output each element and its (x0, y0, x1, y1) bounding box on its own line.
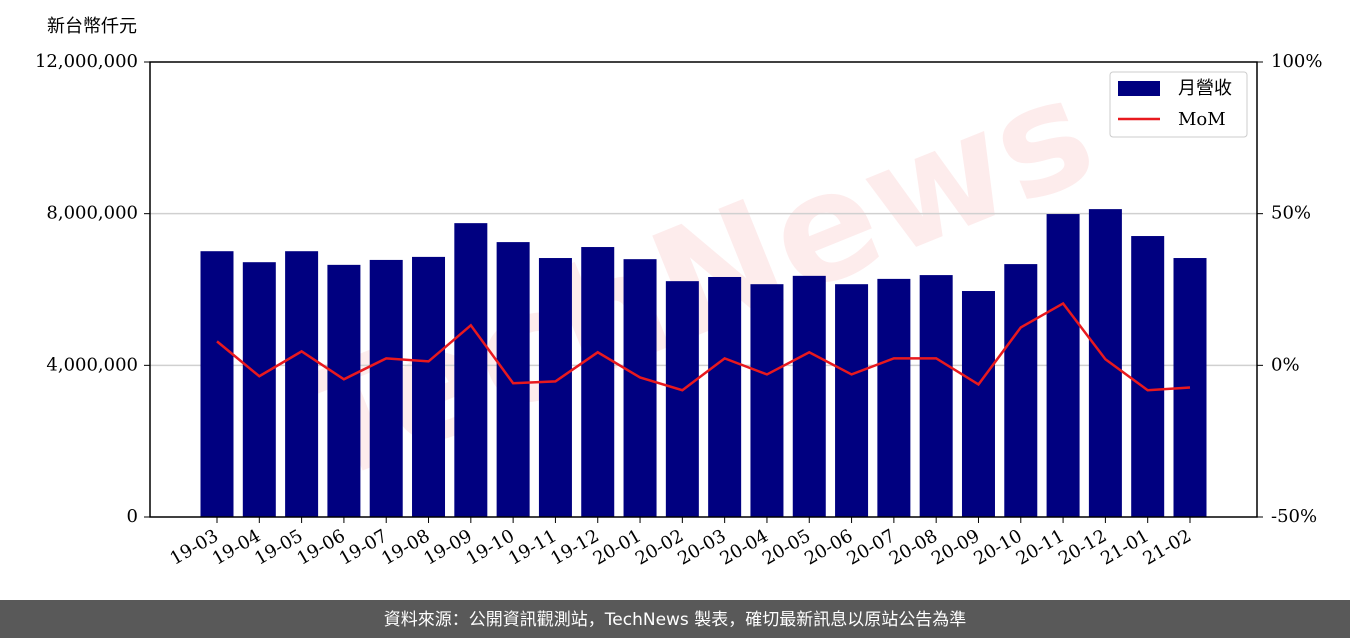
bar (665, 281, 699, 517)
bar (835, 284, 869, 517)
mom-line (216, 301, 1191, 392)
plot-frame (149, 61, 1258, 518)
bar (1046, 214, 1080, 517)
legend-label: MoM (1178, 109, 1226, 130)
footer-bar (0, 600, 1350, 638)
bar (877, 278, 911, 517)
bar (1088, 209, 1122, 517)
x-tick-label: 21-02 (1140, 525, 1195, 569)
y-tick-label: 12,000,000 (35, 51, 138, 72)
bar (327, 264, 361, 517)
bar (581, 247, 615, 518)
bar (792, 275, 826, 517)
bar (242, 262, 276, 517)
bar (454, 223, 488, 518)
bar (1131, 236, 1165, 517)
y2-tick-label: 50% (1271, 203, 1311, 224)
y2-tick-label: 100% (1271, 51, 1322, 72)
bar (285, 251, 319, 517)
bar (496, 242, 530, 517)
bar (1004, 264, 1038, 517)
y2-tick-label: -50% (1271, 506, 1317, 527)
bar (623, 259, 657, 517)
y-axis-label: 新台幣仟元 (47, 16, 137, 37)
footer: 資料來源：公開資訊觀測站，TechNews 製表，確切最新訊息以原站公告為準 (384, 610, 966, 630)
y-tick-label: 4,000,000 (46, 354, 138, 375)
bar (538, 258, 572, 517)
legend-label: 月營收 (1178, 78, 1232, 99)
y-tick-label: 0 (127, 506, 138, 527)
bar (412, 256, 446, 517)
bar (919, 275, 953, 517)
y-tick-label: 8,000,000 (46, 203, 138, 224)
bar (200, 251, 234, 517)
y2-tick-label: 0% (1271, 354, 1300, 375)
bar (750, 284, 784, 517)
bar (961, 291, 995, 517)
bar (708, 276, 742, 517)
bar (369, 259, 403, 517)
legend-swatch (1118, 81, 1160, 96)
